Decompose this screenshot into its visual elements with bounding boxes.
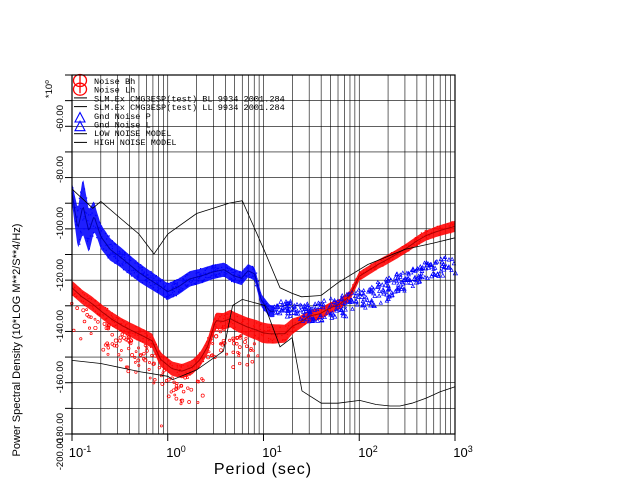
svg-text:-140.00: -140.00 <box>55 310 66 342</box>
svg-text:102: 102 <box>358 444 377 460</box>
svg-text:HIGH NOISE MODEL: HIGH NOISE MODEL <box>94 138 177 148</box>
svg-text:103: 103 <box>453 444 472 460</box>
svg-text:-60.00: -60.00 <box>55 105 66 132</box>
svg-text:10-1: 10-1 <box>69 444 91 460</box>
svg-text:-80.00: -80.00 <box>55 156 66 183</box>
svg-text:-160.00: -160.00 <box>55 361 66 393</box>
svg-text:101: 101 <box>262 444 281 460</box>
svg-text:100: 100 <box>166 444 185 460</box>
svg-text:Power Spectral Density (10*LOG: Power Spectral Density (10*LOG M**2/S**4… <box>11 224 23 457</box>
svg-text:*10⁰: *10⁰ <box>44 80 55 98</box>
svg-text:-200.00: -200.00 <box>55 438 66 470</box>
svg-text:Period (sec): Period (sec) <box>214 461 312 478</box>
svg-text:-120.00: -120.00 <box>55 259 66 291</box>
svg-text:-100.00: -100.00 <box>55 207 66 239</box>
